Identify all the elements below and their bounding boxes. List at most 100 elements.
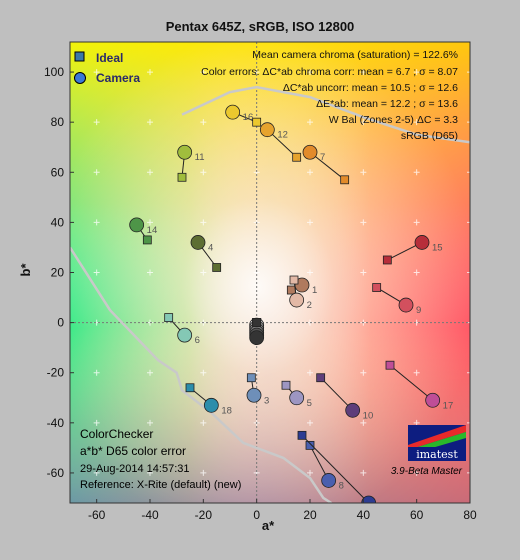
grid-cross <box>307 369 313 376</box>
y-tick-label: -60 <box>47 466 65 480</box>
camera-marker <box>177 144 193 160</box>
grid-cross <box>307 69 313 76</box>
y-tick-label: 80 <box>51 115 65 129</box>
legend-ideal-square <box>74 51 85 62</box>
grid-cross <box>467 169 470 176</box>
ideal-marker <box>340 175 350 185</box>
patch-16: 16 <box>225 104 262 127</box>
patch-6: 6 <box>164 313 200 346</box>
patch-number: 12 <box>277 130 288 141</box>
legend-ideal-label: Ideal <box>96 51 123 65</box>
ideal-marker <box>297 430 307 440</box>
y-tick-label: 100 <box>44 65 64 79</box>
grid-cross <box>307 119 313 126</box>
patch-18: 18 <box>185 383 232 416</box>
grid-cross <box>360 369 367 376</box>
grid-cross <box>93 69 100 76</box>
grid-cross <box>413 169 420 176</box>
grid-cross <box>147 69 153 76</box>
patch-number: 6 <box>195 335 200 346</box>
camera-marker <box>259 122 275 138</box>
ideal-marker <box>252 117 262 127</box>
grid-cross <box>413 69 420 76</box>
grid-cross <box>467 419 470 426</box>
x-tick-label: -40 <box>141 508 159 522</box>
patch-10: 10 <box>316 373 373 421</box>
patch-number: 3 <box>264 395 269 406</box>
ideal-marker <box>372 283 382 292</box>
chart-title: Pentax 645Z, sRGB, ISO 12800 <box>166 19 355 34</box>
grid-cross <box>413 419 420 426</box>
patch-number: 14 <box>147 225 158 236</box>
camera-marker <box>289 292 305 308</box>
y-tick-label: 20 <box>51 266 65 280</box>
patch-3: 3 <box>246 373 269 406</box>
ideal-marker <box>286 285 296 295</box>
grid-cross <box>413 469 420 476</box>
grid-cross <box>93 169 100 176</box>
grid-cross <box>307 469 313 476</box>
grid-cross <box>93 119 100 126</box>
y-tick-label: -20 <box>47 366 65 380</box>
ideal-marker <box>246 373 256 383</box>
grid-cross <box>93 269 100 276</box>
grid-cross <box>307 169 313 176</box>
patch-number: 18 <box>221 405 232 416</box>
patch-number: 5 <box>307 398 312 409</box>
patch-number: 8 <box>339 480 344 491</box>
y-tick-labels: -60 -40 -20 0 20 40 60 80 100 <box>44 65 74 480</box>
stat-wbal: W Bal (Zones 2-5) ΔC = 3.3 <box>329 114 458 126</box>
stat-de: ΔE*ab: mean = 12.2 ; σ = 13.6 <box>316 98 458 110</box>
camera-marker <box>398 297 414 313</box>
srgb-gamut-boundary-upper <box>181 85 470 144</box>
grid-cross <box>467 369 470 376</box>
grid-cross <box>200 69 207 76</box>
grid-cross <box>200 219 207 226</box>
ideal-marker <box>164 313 174 322</box>
camera-marker <box>190 235 206 250</box>
grid-cross <box>147 219 153 226</box>
patch-number: 15 <box>432 242 443 253</box>
grid-cross <box>200 469 207 476</box>
stat-colorspace: sRGB (D65) <box>401 130 458 142</box>
patch-5: 5 <box>281 380 312 409</box>
y-tick-label: 40 <box>51 215 65 229</box>
patch-error-line <box>389 364 433 401</box>
patch-2: 2 <box>289 275 312 311</box>
patch-number: 11 <box>195 152 205 163</box>
chart-info: ColorChecker a*b* D65 color error 29-Aug… <box>80 427 241 491</box>
x-tick-label: 0 <box>253 508 260 522</box>
info-reference: Reference: X-Rite (default) (new) <box>80 479 241 491</box>
grid-cross <box>413 269 420 276</box>
camera-marker <box>289 390 305 406</box>
logo-text: imatest <box>416 448 458 461</box>
x-tick-label: 20 <box>303 508 317 522</box>
grid-cross <box>413 219 420 226</box>
patch-number: 13 <box>379 503 390 514</box>
grid-cross <box>93 219 100 226</box>
info-chart-name: ColorChecker <box>80 427 153 441</box>
patch-number: 4 <box>208 242 213 253</box>
ideal-marker <box>252 318 262 328</box>
grid-cross <box>200 369 207 376</box>
grid-cross <box>307 419 313 426</box>
version-label: 3.9-Beta Master <box>391 466 463 477</box>
grid-cross <box>200 169 207 176</box>
patch-number: 2 <box>307 300 312 311</box>
camera-marker <box>302 144 318 160</box>
patch-11: 11 <box>177 144 205 182</box>
grid-cross <box>413 369 420 376</box>
info-timestamp: 29-Aug-2014 14:57:31 <box>80 463 189 475</box>
camera-marker <box>177 327 193 343</box>
grid-cross <box>467 469 470 476</box>
camera-marker <box>203 397 219 413</box>
patch-number: 7 <box>320 152 325 163</box>
srgb-gamut-boundary-lower <box>70 246 332 503</box>
stat-dc-corr: Color errors: ΔC*ab chroma corr: mean = … <box>201 66 458 78</box>
grid-cross <box>200 419 207 426</box>
patch-number: 9 <box>416 305 421 316</box>
grid-cross <box>93 469 100 476</box>
legend: Ideal Camera <box>74 51 140 85</box>
